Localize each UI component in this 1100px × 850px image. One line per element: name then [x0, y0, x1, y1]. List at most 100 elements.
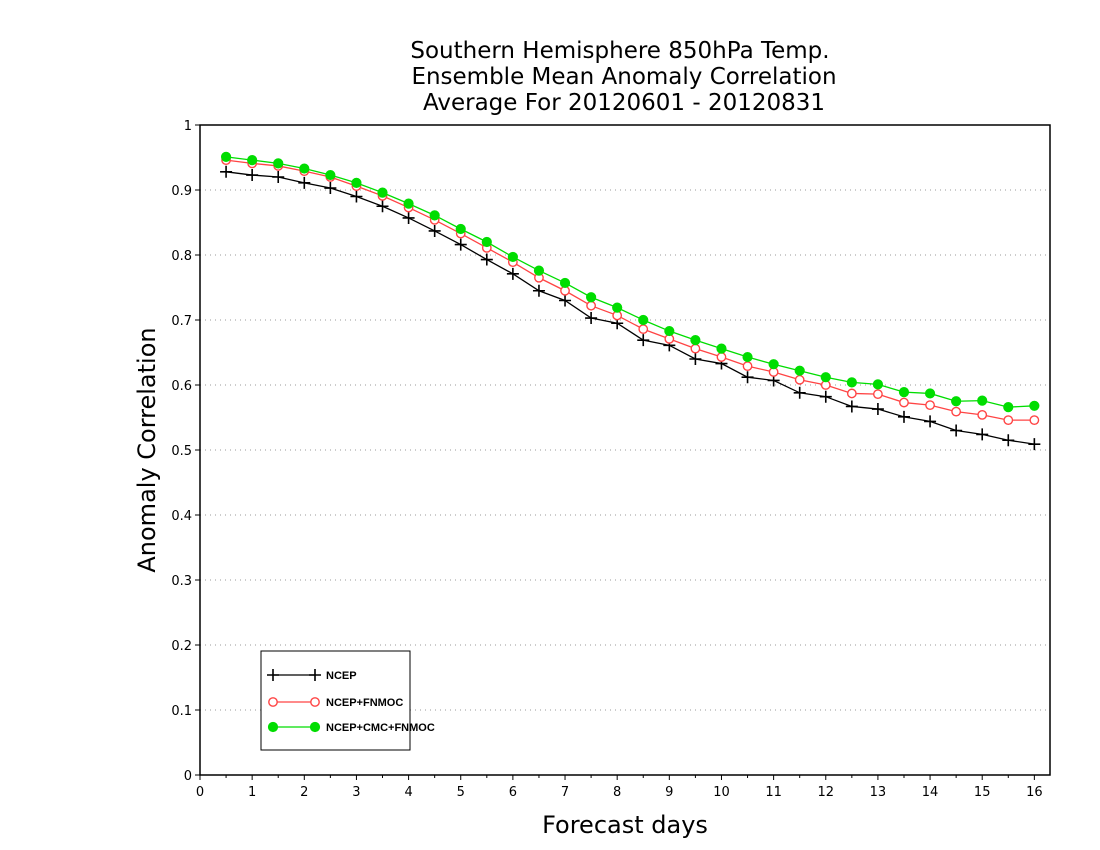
data-point — [1002, 434, 1015, 447]
x-axis-title: Forecast days — [542, 811, 708, 839]
data-point — [925, 400, 935, 411]
chart-title-line-2: Ensemble Mean Anomaly Correlation — [411, 64, 836, 90]
data-point — [716, 343, 727, 354]
x-tick-label: 4 — [404, 785, 412, 800]
y-tick-label: 0.1 — [171, 704, 192, 719]
data-point — [872, 379, 884, 390]
data-point — [899, 397, 909, 408]
data-point — [559, 277, 571, 289]
data-point — [298, 176, 311, 189]
data-point — [690, 335, 701, 346]
x-tick-label: 7 — [561, 785, 569, 800]
data-point — [1003, 402, 1014, 413]
series-line — [225, 156, 1035, 408]
data-point — [454, 238, 467, 251]
data-point — [586, 300, 597, 311]
x-tick-label: 5 — [457, 785, 465, 800]
data-point — [793, 386, 806, 399]
x-tick-label: 16 — [1026, 785, 1043, 800]
data-point — [220, 151, 232, 162]
data-point — [612, 302, 623, 313]
y-tick-label: 0.7 — [171, 314, 192, 329]
data-point — [350, 190, 363, 203]
y-axis-title: Anomaly Correlation — [133, 327, 161, 572]
y-tick-label: 0.2 — [171, 639, 192, 654]
x-tick-label: 10 — [713, 785, 730, 800]
data-point — [690, 343, 701, 354]
data-point — [741, 371, 754, 384]
y-tick-label: 0.5 — [171, 444, 192, 459]
data-point — [976, 428, 989, 441]
data-point — [638, 324, 649, 334]
x-tick-label: 13 — [870, 785, 887, 800]
data-point — [585, 312, 598, 325]
data-point — [845, 400, 858, 413]
data-point — [951, 396, 962, 407]
data-point — [324, 182, 337, 195]
series-2 — [221, 155, 1040, 425]
data-point — [507, 251, 518, 263]
data-point — [272, 171, 285, 183]
data-point — [871, 403, 884, 416]
data-point — [586, 292, 597, 303]
legend-label: NCEP+FNMOC — [326, 697, 403, 709]
data-point — [506, 267, 519, 280]
legend-label: NCEP — [326, 670, 357, 682]
legend-marker — [310, 697, 320, 707]
data-point — [846, 377, 857, 388]
series-1 — [220, 165, 1041, 451]
x-tick-label: 2 — [300, 785, 308, 800]
data-point — [897, 410, 910, 423]
data-point — [977, 395, 988, 406]
data-point — [1028, 438, 1041, 451]
data-point — [273, 158, 284, 169]
data-point — [455, 223, 466, 235]
x-tick-label: 3 — [352, 785, 360, 800]
data-point — [246, 169, 259, 182]
data-point — [1003, 415, 1014, 425]
data-point — [637, 334, 650, 347]
data-point — [950, 424, 963, 437]
y-tick-label: 0.4 — [171, 509, 192, 524]
data-point — [689, 353, 702, 365]
chart-title: Southern Hemisphere 850hPa Temp. Ensembl… — [410, 38, 836, 116]
y-tick-label: 0.6 — [171, 379, 192, 394]
y-tick-label: 0 — [184, 769, 192, 784]
data-point — [794, 374, 805, 385]
data-point — [951, 406, 962, 417]
data-point — [924, 415, 937, 428]
data-point — [846, 388, 857, 399]
data-point — [403, 198, 414, 209]
data-point — [532, 284, 545, 297]
data-point — [873, 389, 883, 399]
y-tick-label: 0.3 — [171, 574, 192, 589]
data-point — [1029, 400, 1040, 411]
y-tick-label: 0.9 — [171, 184, 192, 199]
legend-entries: NCEP NCEP+FNMOC NCEP+CMC+FNMOC — [267, 669, 435, 734]
x-tick-label: 1 — [248, 785, 256, 800]
y-tick-label: 0.8 — [171, 249, 192, 264]
legend-marker — [309, 669, 321, 681]
data-point — [664, 325, 675, 337]
data-point — [898, 387, 910, 398]
grid-lines — [200, 189, 1050, 711]
data-point — [247, 155, 258, 166]
x-tick-label: 6 — [509, 785, 517, 800]
data-point — [559, 294, 572, 307]
legend-box — [260, 650, 411, 751]
legend-marker — [267, 721, 279, 733]
x-tick-label: 0 — [196, 785, 204, 800]
series-3 — [220, 151, 1040, 413]
data-point — [638, 314, 649, 326]
legend-item: NCEP — [267, 669, 357, 682]
data-point — [533, 265, 545, 276]
series-line — [225, 171, 1035, 445]
data-point — [351, 177, 362, 188]
x-tick-label: 9 — [665, 785, 673, 800]
data-point — [742, 351, 753, 363]
series-layer — [220, 151, 1041, 451]
data-point — [820, 372, 831, 383]
data-point — [377, 187, 388, 198]
x-tick-label: 8 — [613, 785, 621, 800]
